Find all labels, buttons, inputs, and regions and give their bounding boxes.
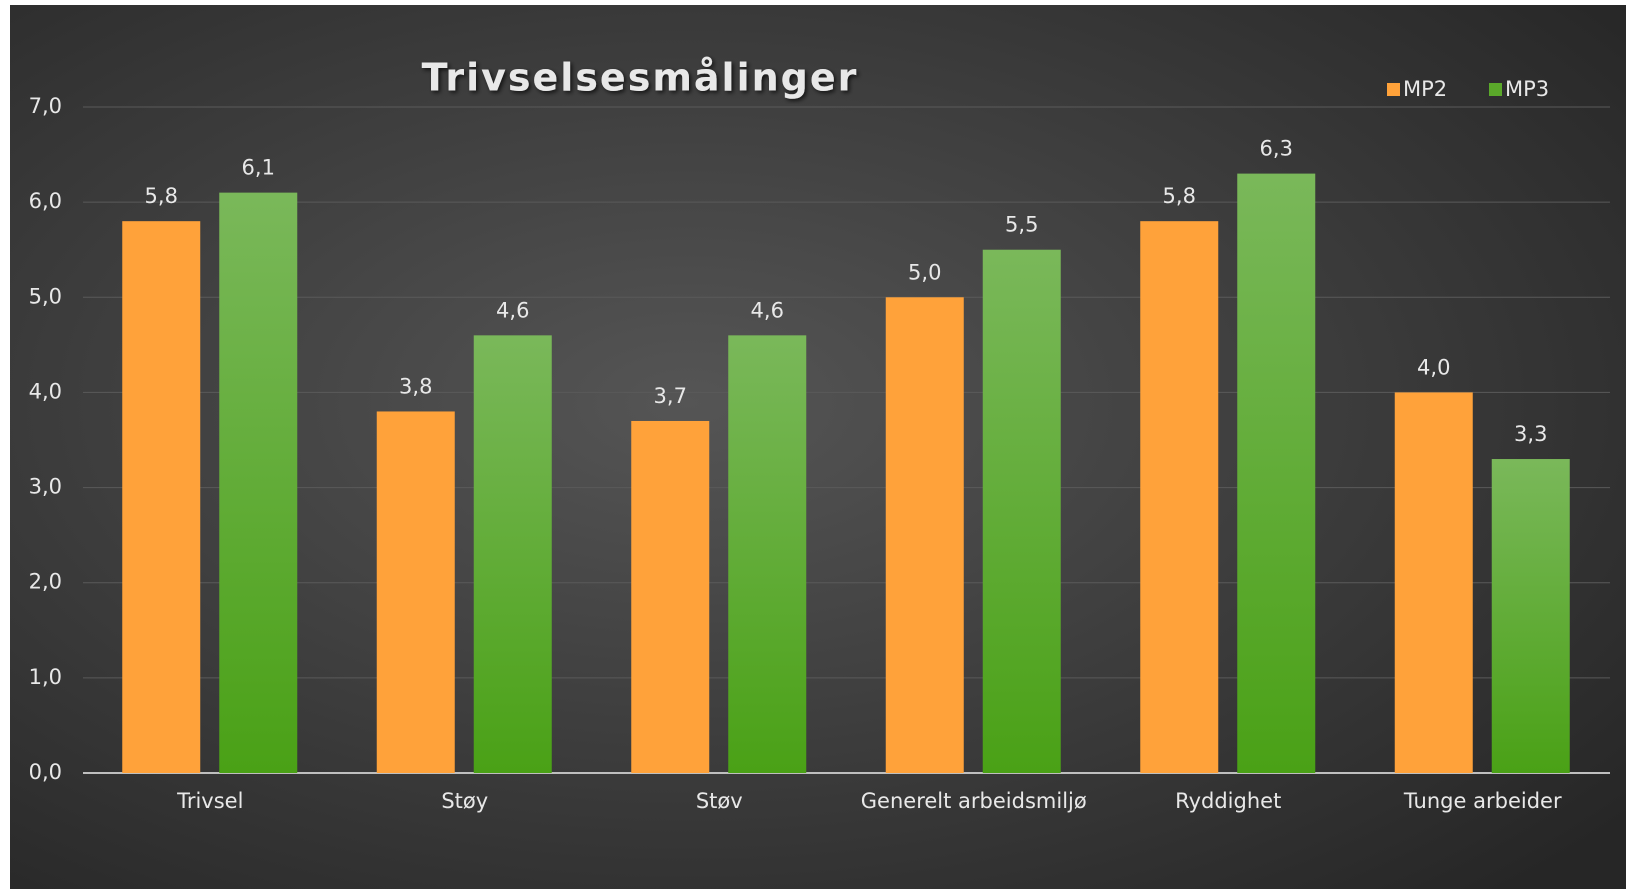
value-label: 5,0 [908, 260, 941, 284]
bar [1237, 173, 1316, 774]
value-label: 4,0 [1417, 355, 1450, 379]
x-tick-label: Tunge arbeider [1403, 789, 1562, 813]
bar [122, 221, 201, 773]
bar [376, 411, 455, 773]
y-tick-label: 0,0 [29, 760, 62, 784]
value-label: 5,5 [1005, 213, 1038, 237]
y-tick-label: 6,0 [29, 189, 62, 213]
value-label: 6,3 [1260, 137, 1293, 161]
legend-label: MP2 [1403, 77, 1447, 101]
value-label: 4,6 [751, 298, 784, 322]
bar [728, 335, 807, 773]
value-label: 3,7 [654, 384, 687, 408]
y-tick-label: 7,0 [29, 94, 62, 118]
legend-swatch [1489, 83, 1502, 96]
x-tick-label: Trivsel [176, 789, 243, 813]
bar [885, 297, 964, 773]
y-tick-label: 4,0 [29, 379, 62, 403]
y-tick-label: 5,0 [29, 284, 62, 308]
bar [631, 420, 710, 773]
value-label: 4,6 [496, 298, 529, 322]
bar [982, 249, 1061, 773]
value-label: 3,3 [1514, 422, 1547, 446]
y-tick-label: 3,0 [29, 475, 62, 499]
legend-swatch [1387, 83, 1400, 96]
value-label: 5,8 [1163, 184, 1196, 208]
bar [473, 335, 552, 773]
y-tick-label: 1,0 [29, 665, 62, 689]
bar [1491, 459, 1570, 773]
value-label: 6,1 [242, 156, 275, 180]
bar [1394, 392, 1473, 773]
bar [219, 192, 298, 774]
legend-label: MP3 [1505, 77, 1549, 101]
bar [1140, 221, 1219, 773]
y-tick-label: 2,0 [29, 570, 62, 594]
x-tick-label: Ryddighet [1175, 789, 1281, 813]
chart-title: Trivselsesmålinger [422, 56, 859, 100]
x-tick-label: Støv [696, 789, 743, 813]
x-tick-label: Generelt arbeidsmiljø [861, 789, 1087, 813]
x-tick-label: Støy [441, 789, 488, 813]
value-label: 5,8 [145, 184, 178, 208]
value-label: 3,8 [399, 374, 432, 398]
